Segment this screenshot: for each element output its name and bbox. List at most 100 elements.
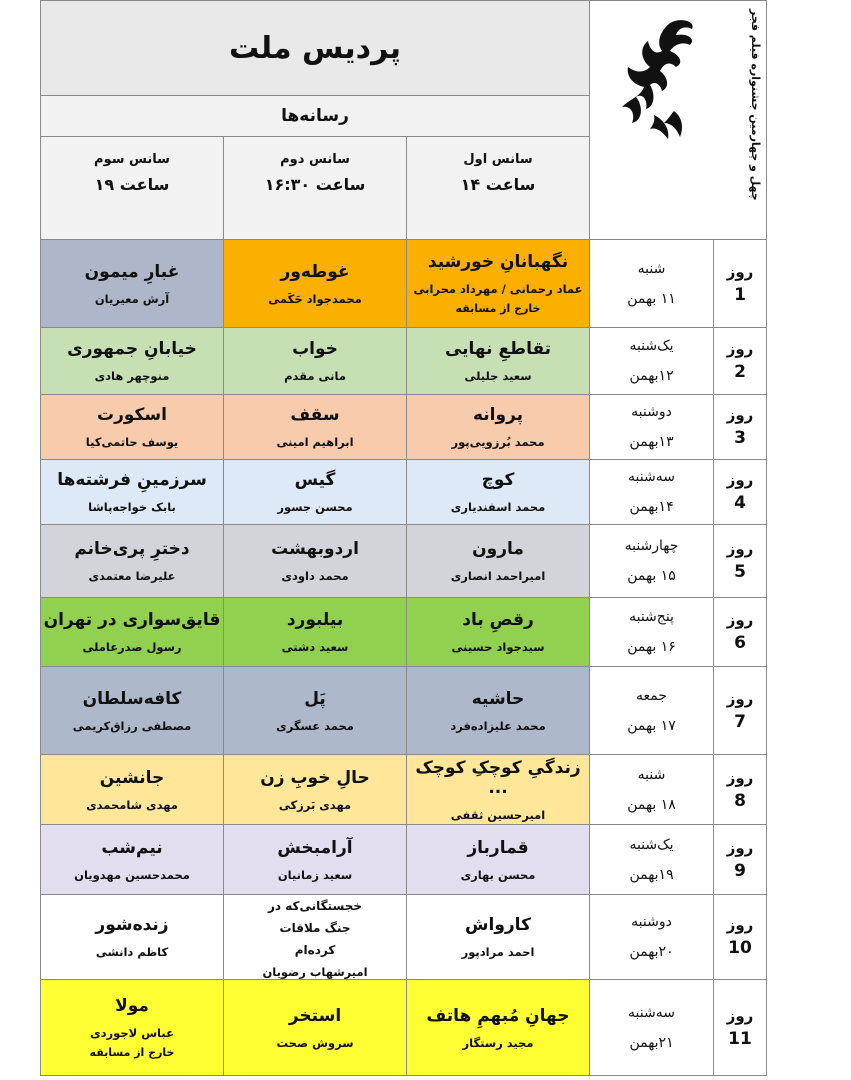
day-row: روز 8 شنبه ۱۸ بهمن زندگیِ کوچکِ کوچک ... امیر… (39, 754, 768, 825)
film-director: بابک خواجه‌پاشا (88, 500, 176, 514)
weekday: یک‌شنبه (629, 338, 674, 354)
film-cell: قمارباز محسن بهاری (406, 824, 591, 895)
film-director: علیرضا معتمدی (88, 569, 176, 583)
film-title: آرامبخش (277, 837, 353, 858)
film-title: کوچ (481, 470, 515, 490)
weekday: دوشنبه (631, 914, 672, 930)
session-name: سانس دوم (223, 136, 408, 167)
film-cell: استخر سروش صحت (223, 979, 408, 1076)
date: ۱۴بهمن (629, 499, 674, 515)
film-cell: جهانِ مُبهمِ هاتف مجید رستگار (406, 979, 591, 1076)
day-number: 10 (728, 938, 752, 958)
day-number-cell: روز 1 (713, 239, 768, 328)
day-label: روز (726, 1006, 754, 1025)
day-number-cell: روز 6 (713, 597, 768, 667)
weekday: پنج‌شنبه (629, 609, 674, 625)
date: ۱۲بهمن (629, 368, 674, 384)
session-name: سانس اول (406, 136, 591, 167)
film-cell: جانشین مهدی شامحمدی (39, 754, 225, 825)
film-director: مهدی شامحمدی (86, 797, 178, 812)
day-label: روز (726, 262, 754, 281)
film-title: زنده‌شور (95, 915, 169, 935)
date: ۱۳بهمن (629, 434, 674, 450)
date-cell: سه‌شنبه ۲۱بهمن (589, 979, 715, 1076)
film-director: مصطفی رزاق‌کریمی (72, 718, 192, 733)
weekday: شنبه (637, 260, 666, 277)
day-row: روز 11 سه‌شنبه ۲۱بهمن جهانِ مُبهمِ هاتف مجید … (39, 979, 768, 1076)
film-cell: کوچ محمد اسفندیاری (406, 459, 591, 525)
film-cell: تقاطعِ نهایی سعید جلیلی (406, 327, 591, 395)
film-cell: بیلبورد سعید دشتی (223, 597, 408, 667)
day-label: روز (726, 768, 754, 787)
film-director: مجید رستگار (462, 1035, 534, 1050)
weekday: چهارشنبه (624, 538, 679, 554)
date-cell: یک‌شنبه ۱۲بهمن (589, 327, 715, 395)
weekday: دوشنبه (631, 404, 672, 420)
film-director: محمد علیزاده‌فرد (450, 718, 546, 733)
film-cell: حالِ خوبِ زن مهدی بَرزکی (223, 754, 408, 825)
film-cell: حاشیه محمد علیزاده‌فرد (406, 666, 591, 755)
schedule-table: چهل و چهارمین جشنواره فیلم فجر پردیس ملت… (39, 0, 768, 1076)
day-row: روز 7 جمعه ۱۷ بهمن حاشیه محمد علیزاده‌فرد پَل م… (39, 666, 768, 755)
film-title: جهانِ مُبهمِ هاتف (426, 1005, 570, 1026)
day-number: 5 (734, 562, 746, 582)
date-cell: چهارشنبه ۱۵ بهمن (589, 524, 715, 598)
film-director: احمد مرادپور (461, 945, 535, 959)
film-cell: سرزمینِ فرشته‌ها بابک خواجه‌پاشا (39, 459, 225, 525)
film-cell: نیم‌شب محمدحسین مهدویان (39, 824, 225, 895)
film-title: بیلبورد (286, 610, 344, 630)
film-title: خیابانِ جمهوری (67, 339, 197, 359)
date: ۱۵ بهمن (627, 568, 676, 584)
film-cell: خجستگانی‌که در جنگ ملاقات کرده‌ام امیرشها… (223, 894, 408, 980)
film-cell: نگهبانانِ خورشید عماد رحمانی / مهرداد محر… (406, 239, 591, 328)
film-director: محمد داودی (281, 569, 349, 583)
day-number: 6 (734, 633, 746, 653)
day-row: روز 6 پنج‌شنبه ۱۶ بهمن رقصِ باد سیدجواد حسینی… (39, 597, 768, 667)
film-director: محمد عسگری (276, 718, 354, 733)
day-number-cell: روز 11 (713, 979, 768, 1076)
session-time: ساعت ۱۶:۳۰ (223, 167, 408, 240)
day-label: روز (726, 689, 754, 708)
film-title: سقف (290, 405, 340, 425)
festival-logo (622, 20, 693, 139)
film-cell: اسکورت یوسف حاتمی‌کیا (39, 394, 225, 460)
day-number: 7 (734, 711, 746, 732)
film-title: تقاطعِ نهایی (444, 339, 552, 359)
film-cell: خیابانِ جمهوری منوچهر هادی (39, 327, 225, 395)
film-title: رقصِ باد (462, 610, 534, 630)
film-director: محمد اسفندیاری (450, 500, 546, 514)
venue-title: پردیس ملت (39, 0, 591, 96)
film-title: پَل (304, 688, 326, 709)
session-time-row: ساعت ۱۴ ساعت ۱۶:۳۰ ساعت ۱۹ (39, 167, 767, 240)
film-director: امیراحمد انصاری (450, 569, 546, 583)
film-title: جانشین (99, 767, 165, 788)
day-number-cell: روز 2 (713, 327, 768, 395)
day-number-cell: روز 4 (713, 459, 768, 525)
day-number: 11 (728, 1028, 752, 1049)
table-body: چهل و چهارمین جشنواره فیلم فجر پردیس ملت… (39, 0, 768, 1076)
day-number: 2 (734, 362, 746, 382)
film-cell: غوطه‌ور محمدجواد حَکَمی (223, 239, 408, 328)
film-cell: پَل محمد عسگری (223, 666, 408, 755)
day-number: 1 (734, 284, 746, 305)
section-title: رسانه‌ها (39, 95, 591, 137)
date: ۲۱بهمن (629, 1034, 674, 1051)
film-director: محمدجواد حَکَمی (268, 291, 362, 306)
date: ۱۸ بهمن (627, 796, 676, 813)
film-cell: رقصِ باد سیدجواد حسینی (406, 597, 591, 667)
weekday: یک‌شنبه (629, 836, 674, 853)
film-director: سروش صحت (276, 1035, 354, 1050)
date-cell: سه‌شنبه ۱۴بهمن (589, 459, 715, 525)
film-title: حاشیه (471, 688, 525, 709)
film-title: اردوبهشت (271, 539, 359, 559)
session-name: سانس سوم (39, 136, 225, 167)
film-director: منوچهر هادی (94, 369, 170, 383)
date-cell: جمعه ۱۷ بهمن (589, 666, 715, 755)
film-cell: مولا عباس لاجوردی خارج از مسابقه (39, 979, 225, 1076)
day-label: روز (726, 916, 754, 934)
film-note: خارج از مسابقه (89, 1046, 175, 1059)
day-number: 4 (734, 493, 746, 513)
film-cell: آرامبخش سعید زمانیان (223, 824, 408, 895)
film-title: غوطه‌ور (280, 261, 350, 282)
